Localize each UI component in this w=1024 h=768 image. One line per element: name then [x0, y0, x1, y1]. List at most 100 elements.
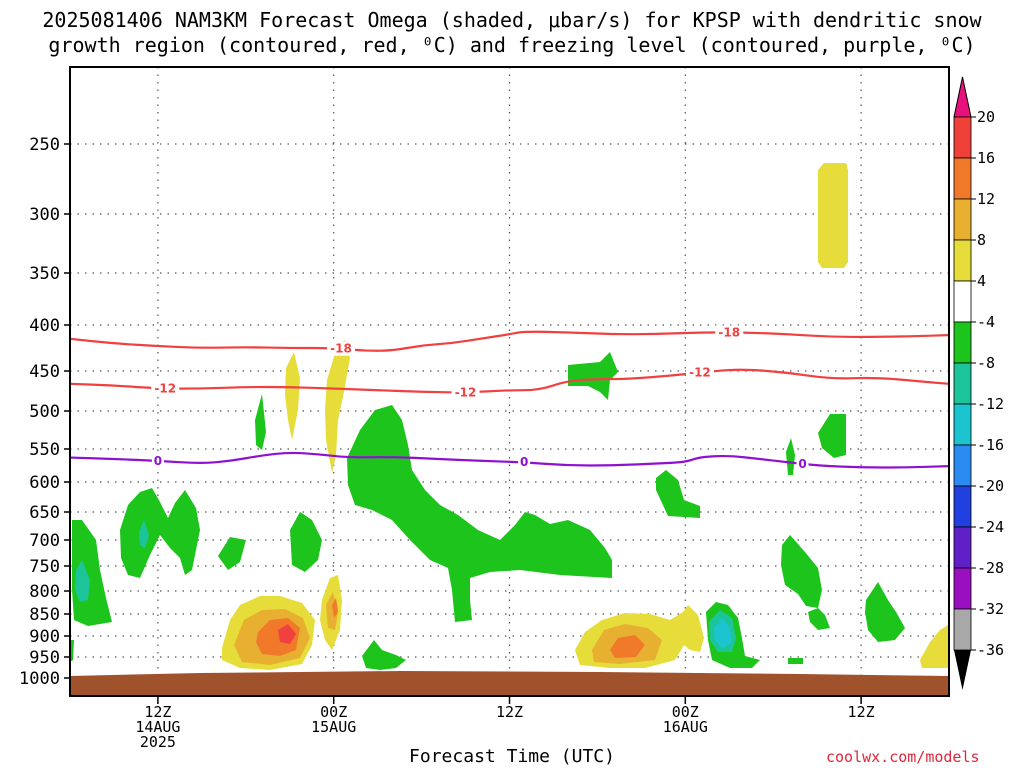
omega-region [278, 624, 296, 644]
y-tick-label: 250 [29, 135, 60, 155]
omega-region [255, 394, 266, 450]
contour-label-bg [685, 365, 714, 380]
omega-region [781, 535, 822, 608]
y-tick-label: 600 [29, 473, 60, 493]
y-tick-label: 400 [29, 316, 60, 336]
colorbar-label: -20 [977, 477, 1004, 495]
colorbar-label: -32 [977, 600, 1004, 618]
omega-region [75, 560, 90, 602]
colorbar-label: -4 [977, 313, 995, 331]
colorbar-label: -36 [977, 641, 1004, 659]
contour-label: -12 [455, 386, 477, 400]
colorbar-label: -24 [977, 518, 1004, 536]
colorbar-top-cap [953, 76, 972, 118]
chart-title-line2: growth region (contoured, red, ⁰C) and f… [48, 33, 976, 57]
x-tick-label: 14AUG [135, 718, 180, 736]
colorbar-swatch [953, 157, 972, 200]
contour-line [70, 451, 949, 469]
omega-shading [70, 163, 949, 670]
omega-region [818, 414, 846, 458]
omega-region [920, 625, 949, 668]
contour-label-bg [327, 341, 356, 356]
colorbar-label: 8 [977, 231, 986, 249]
colorbar-swatch [953, 116, 972, 159]
contour-line [70, 368, 949, 394]
colorbar-swatch [953, 444, 972, 487]
x-tick-label: 12Z [144, 703, 171, 721]
y-tick-label: 1000 [19, 669, 60, 689]
omega-region [347, 405, 612, 622]
contour-label: 0 [798, 457, 806, 471]
colorbar-swatch [953, 526, 972, 569]
contour-line [70, 330, 949, 352]
omega-region [290, 512, 322, 572]
colorbar-label: 20 [977, 108, 995, 126]
colorbar-swatch [953, 485, 972, 528]
y-tick-label: 300 [29, 205, 60, 225]
y-tick-label: 500 [29, 402, 60, 422]
y-tick-label: 650 [29, 503, 60, 523]
contour-label: 0 [154, 454, 162, 468]
colorbar-swatch [953, 239, 972, 282]
contour-label: -18 [718, 325, 740, 339]
y-tick-label: 350 [29, 264, 60, 284]
colorbar-label: -8 [977, 354, 995, 372]
omega-region [865, 582, 905, 642]
colorbar-swatch [953, 567, 972, 610]
omega-region [332, 598, 338, 618]
y-tick-label: 950 [29, 648, 60, 668]
x-tick-label: 15AUG [311, 718, 356, 736]
contour-label-bg [451, 385, 480, 400]
x-tick-label: 00Z [320, 703, 347, 721]
y-tick-label: 800 [29, 582, 60, 602]
y-tick-label: 850 [29, 605, 60, 625]
y-tick-label: 900 [29, 627, 60, 647]
ground-fill [70, 671, 949, 696]
colorbar-label: -28 [977, 559, 1004, 577]
y-axis-ticks: 2503003504004505005506006507007508008509… [19, 135, 70, 689]
x-tick-label: 2025 [140, 733, 176, 751]
omega-region [786, 438, 795, 475]
colorbar-swatch [953, 362, 972, 405]
contour-lines: -18 -18 -12 -12 -12 0 0 0 [70, 325, 949, 471]
colorbar-bottom-cap [954, 650, 971, 690]
contour-label-bg [796, 456, 809, 471]
omega-region [568, 352, 618, 400]
colorbar-label: 16 [977, 149, 995, 167]
omega-region [362, 640, 406, 670]
colorbar-swatch [953, 321, 972, 364]
contour-label-bg [151, 381, 180, 396]
credit-link[interactable]: coolwx.com/models [826, 748, 980, 766]
x-tick-label: 12Z [848, 703, 875, 721]
colorbar-swatch [953, 198, 972, 241]
colorbar-label: -16 [977, 436, 1004, 454]
contour-label: -12 [154, 382, 176, 396]
omega-region [714, 618, 732, 648]
omega-region [139, 520, 149, 548]
contour-label-bg [715, 325, 744, 340]
ground-layer [70, 671, 949, 696]
colorbar-swatch [953, 280, 972, 323]
omega-region [285, 352, 300, 440]
x-axis-label: Forecast Time (UTC) [409, 746, 615, 767]
colorbar-label: 12 [977, 190, 995, 208]
x-tick-label: 00Z [672, 703, 699, 721]
colorbar-label: -12 [977, 395, 1004, 413]
contour-label-bg [518, 455, 531, 470]
omega-region [610, 635, 645, 658]
omega-region [808, 608, 830, 630]
colorbar-swatch [953, 608, 972, 651]
contour-label: -18 [330, 342, 352, 356]
chart-title-line1: 2025081406 NAM3KM Forecast Omega (shaded… [42, 8, 982, 32]
colorbar: 20 16 12 8 4 -4 -8 -12 -16 -20 -24 -28 -32 -36 [953, 76, 1004, 690]
omega-region [325, 340, 350, 473]
y-tick-label: 550 [29, 440, 60, 460]
colorbar-swatch [953, 403, 972, 446]
omega-region [656, 470, 700, 518]
colorbar-label: 4 [977, 272, 986, 290]
x-tick-label: 12Z [496, 703, 523, 721]
contour-label-bg [151, 453, 164, 468]
contour-label: -12 [689, 366, 711, 380]
